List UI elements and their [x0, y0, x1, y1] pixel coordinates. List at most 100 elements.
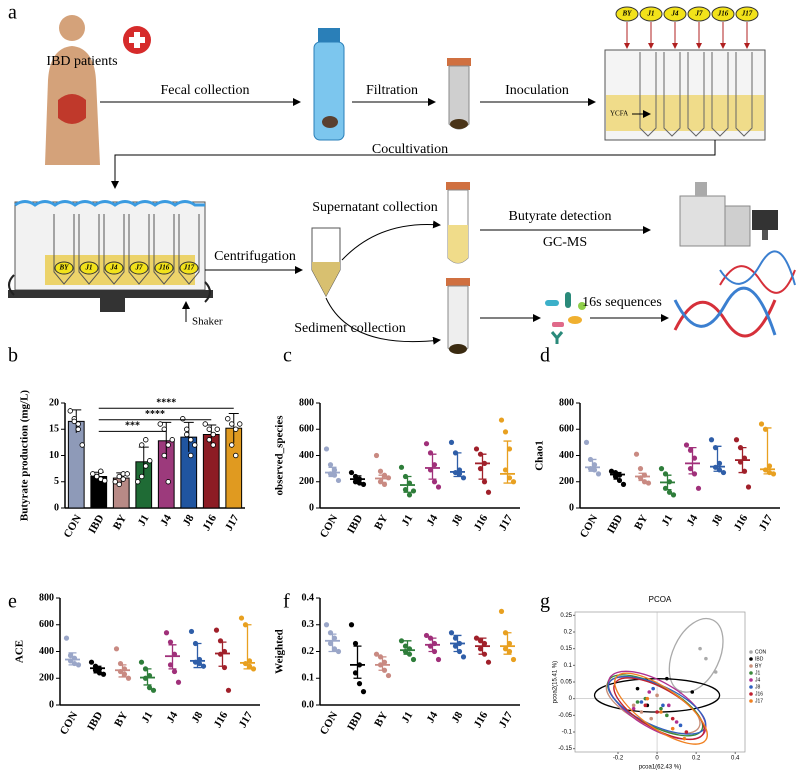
data-point — [71, 660, 78, 667]
data-point — [506, 640, 513, 647]
x-tick-label: BY — [112, 710, 130, 729]
y-tick-label: 400 — [299, 450, 314, 461]
x-tick-label: 0 — [655, 756, 659, 762]
data-point — [165, 479, 171, 485]
data-point — [762, 467, 769, 473]
legend-label: IBD — [755, 656, 764, 662]
confidence-ellipse — [614, 672, 708, 745]
data-point — [427, 635, 434, 641]
data-point — [402, 648, 409, 655]
data-point — [381, 472, 388, 478]
tube-cap — [179, 261, 199, 275]
y-tick-label: 10 — [49, 450, 59, 461]
data-point — [180, 416, 186, 422]
significance-label: **** — [145, 409, 165, 420]
data-point — [352, 479, 359, 485]
data-point — [113, 646, 120, 652]
legend-label: J17 — [755, 698, 763, 704]
x-tick-label: J17 — [497, 709, 516, 730]
data-point — [356, 476, 363, 482]
data-point — [242, 622, 249, 628]
data-point — [79, 442, 85, 448]
y-tick-label: 0.2 — [302, 646, 315, 657]
step-label: Inoculation — [505, 83, 569, 98]
data-point — [360, 481, 367, 487]
x-tick-label: J4 — [424, 512, 440, 528]
data-point — [587, 456, 594, 463]
data-point — [647, 690, 652, 694]
y-tick-label: 0.05 — [560, 680, 572, 686]
data-point — [655, 710, 659, 714]
tube-label: J1 — [85, 264, 93, 272]
legend-marker — [749, 699, 753, 703]
tube-cap — [129, 261, 149, 275]
x-tick-label: 0.4 — [731, 756, 740, 762]
data-point — [75, 662, 82, 668]
tube-label: J7 — [695, 10, 704, 18]
data-point — [473, 635, 480, 641]
data-point — [98, 468, 104, 474]
y-tick-label: 0.15 — [560, 646, 572, 652]
data-point — [690, 690, 695, 694]
x-tick-label: IBD — [85, 710, 105, 733]
data-point — [402, 487, 409, 493]
data-point — [90, 471, 96, 477]
y-tick-label: 15 — [49, 424, 59, 435]
data-point — [502, 630, 509, 636]
legend-label: CON — [755, 649, 767, 655]
data-point — [431, 648, 438, 655]
data-point — [431, 479, 438, 485]
data-point — [665, 676, 669, 681]
data-point — [631, 706, 636, 711]
step-label: Butyrate detection — [508, 209, 611, 224]
y-tick-label: 0.0 — [302, 699, 315, 710]
data-point — [691, 471, 698, 477]
y-tick-label: 200 — [39, 673, 54, 684]
data-point — [698, 646, 702, 651]
panel-label: f — [283, 591, 290, 613]
data-point — [102, 478, 108, 484]
y-tick-label: 0 — [54, 502, 59, 513]
step-label: Centrifugation — [214, 249, 296, 264]
data-point — [635, 700, 640, 704]
data-point — [67, 652, 74, 659]
collection-tubes — [446, 182, 470, 354]
arrow — [111, 140, 716, 189]
data-point — [452, 469, 459, 476]
data-point — [217, 638, 224, 644]
data-point — [167, 662, 174, 668]
tube-label: J1 — [647, 10, 655, 18]
data-point — [637, 466, 644, 472]
data-point — [385, 475, 392, 481]
x-tick-label: J8 — [181, 512, 197, 528]
step-label: Fecal collection — [160, 83, 249, 98]
data-point — [381, 667, 388, 673]
data-point — [616, 477, 623, 484]
data-point — [360, 689, 367, 695]
x-tick-label: IBD — [86, 513, 106, 536]
significance-label: **** — [156, 398, 176, 409]
legend-label: J1 — [755, 670, 761, 676]
data-point — [146, 685, 153, 691]
data-point — [766, 469, 773, 476]
data-point — [210, 431, 216, 438]
data-point — [502, 429, 509, 435]
data-point — [687, 466, 694, 472]
data-point — [246, 663, 253, 669]
y-tick-label: 600 — [39, 619, 54, 630]
plate-tube — [103, 214, 125, 285]
tube-cap — [54, 261, 74, 275]
data-point — [398, 638, 405, 644]
tube-cap — [735, 6, 759, 22]
tube-cap — [711, 6, 735, 22]
tube-label: BY — [59, 264, 70, 272]
x-tick-label: J8 — [189, 709, 205, 725]
data-point — [377, 654, 384, 660]
data-point — [233, 452, 239, 459]
data-point — [331, 472, 338, 478]
data-point — [202, 421, 208, 427]
data-point — [452, 635, 459, 641]
plate-tube — [153, 214, 175, 285]
y-tick-label: 0.3 — [302, 619, 315, 630]
y-tick-label: -0.1 — [562, 730, 573, 736]
